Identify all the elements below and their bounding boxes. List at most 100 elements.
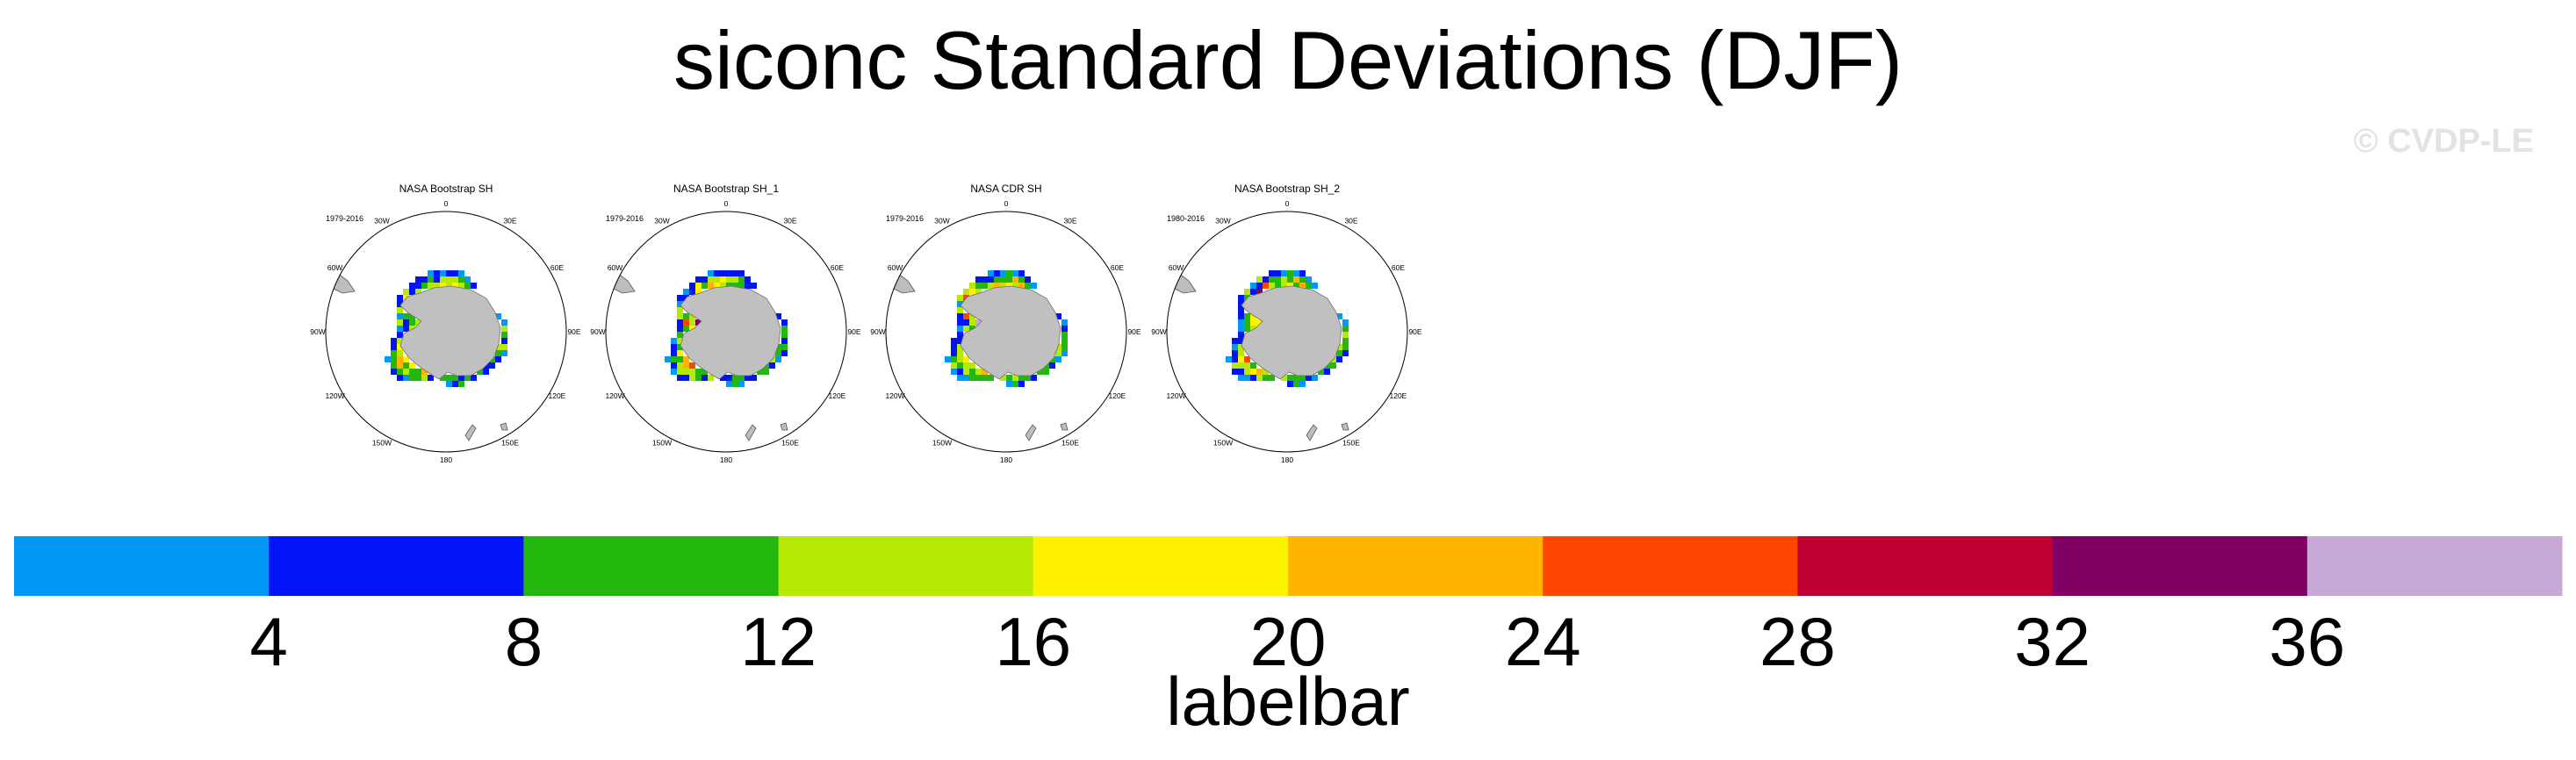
map-panel: NASA Bootstrap SH 1979-2016 0 30E 60E 90E 120E… [310, 183, 581, 464]
map-cell [1244, 369, 1250, 375]
south-america-land [608, 269, 636, 294]
map-cell [446, 283, 452, 289]
map-cell [726, 375, 732, 381]
map-cell [1342, 332, 1349, 338]
map-cell [440, 375, 446, 381]
map-cell [1342, 344, 1349, 350]
map-cell [957, 307, 963, 313]
map-cell [397, 375, 403, 381]
longitude-label: 90W [310, 327, 325, 336]
labelbar-tick-label: 12 [740, 603, 817, 680]
longitude-label: 150W [932, 438, 952, 447]
map-cell [409, 283, 415, 289]
map-cell [1250, 313, 1256, 319]
map-cell [397, 301, 403, 307]
antarctica-land [399, 285, 501, 380]
map-cell [1025, 375, 1031, 381]
map-cell [501, 319, 507, 326]
longitude-label: 120W [885, 391, 904, 400]
map-cell [775, 350, 781, 356]
new-zealand-land [464, 424, 477, 441]
map-cell [452, 381, 458, 387]
map-cell [957, 350, 963, 356]
map-cell [683, 369, 689, 375]
map-cell [1043, 369, 1049, 375]
map-cell [1037, 369, 1043, 375]
map-cell [751, 283, 757, 289]
map-cell [421, 276, 428, 283]
map-cell [963, 356, 969, 362]
map-cell [1256, 375, 1263, 381]
map-cell [1025, 276, 1031, 283]
labelbar: 4 8 12 16 20 24 28 32 36 labelbar [14, 536, 2563, 737]
map-cell [1336, 344, 1342, 350]
longitude-label: 30W [934, 217, 949, 226]
labelbar-box [269, 536, 524, 596]
map-cell [1000, 276, 1006, 283]
map-cell [1256, 369, 1263, 375]
map-cell [708, 276, 714, 283]
map-cell [963, 362, 969, 369]
map-cell [1299, 375, 1306, 381]
map-cell [1018, 381, 1025, 387]
map-cell [975, 375, 982, 381]
map-cell [1006, 381, 1012, 387]
map-cell [1238, 338, 1244, 344]
map-cell [683, 326, 689, 332]
map-cell [409, 289, 415, 295]
map-cell [683, 289, 689, 295]
labelbar-tick-label: 24 [1505, 603, 1581, 680]
map-cell [969, 369, 975, 375]
map-cell [397, 332, 403, 338]
map-cell [501, 344, 507, 350]
longitude-label: 0 [724, 199, 729, 208]
map-cell [994, 283, 1000, 289]
map-cell [428, 283, 434, 289]
map-cell [1061, 332, 1068, 338]
map-cell [1006, 283, 1012, 289]
map-cell [391, 362, 397, 369]
tasmania-land [1060, 422, 1069, 431]
map-cell [720, 276, 726, 283]
map-cell [677, 344, 683, 350]
map-cell [403, 289, 409, 295]
map-panel: NASA Bootstrap SH_2 1980-2016 0 30E 60E 90E 12… [1151, 183, 1422, 464]
map-cell [403, 369, 409, 375]
longitude-label: 90W [1151, 327, 1166, 336]
map-cell [714, 270, 720, 276]
map-cell [695, 283, 702, 289]
map-cell [1250, 375, 1256, 381]
longitude-label: 30W [374, 217, 389, 226]
map-cell [1238, 295, 1244, 301]
map-period: 1980-2016 [1167, 214, 1205, 223]
longitude-label: 0 [444, 199, 449, 208]
map-cell [1312, 283, 1318, 289]
map-cell [975, 289, 982, 295]
south-america-land [888, 269, 916, 294]
labelbar-box [1797, 536, 2054, 596]
map-cell [683, 362, 689, 369]
map-cell [489, 362, 495, 369]
labelbar-box [2306, 536, 2563, 596]
map-cell [403, 326, 409, 332]
map-cell [708, 375, 714, 381]
map-cell [732, 283, 738, 289]
map-field [608, 269, 788, 441]
labelbar-tick-label: 32 [2014, 603, 2090, 680]
map-cell [726, 283, 732, 289]
map-cell [695, 375, 702, 381]
map-cell [1025, 283, 1031, 289]
map-cell [1269, 276, 1275, 283]
map-cell [1238, 319, 1244, 326]
map-cell [1238, 375, 1244, 381]
map-cell [1287, 375, 1293, 381]
longitude-label: 150W [372, 438, 392, 447]
map-cell [446, 276, 452, 283]
map-cell [1330, 362, 1336, 369]
new-zealand-land [745, 424, 757, 441]
map-cell [1293, 381, 1299, 387]
map-cell [446, 381, 452, 387]
map-cell [1238, 332, 1244, 338]
map-cell [975, 369, 982, 375]
map-cell [434, 276, 440, 283]
